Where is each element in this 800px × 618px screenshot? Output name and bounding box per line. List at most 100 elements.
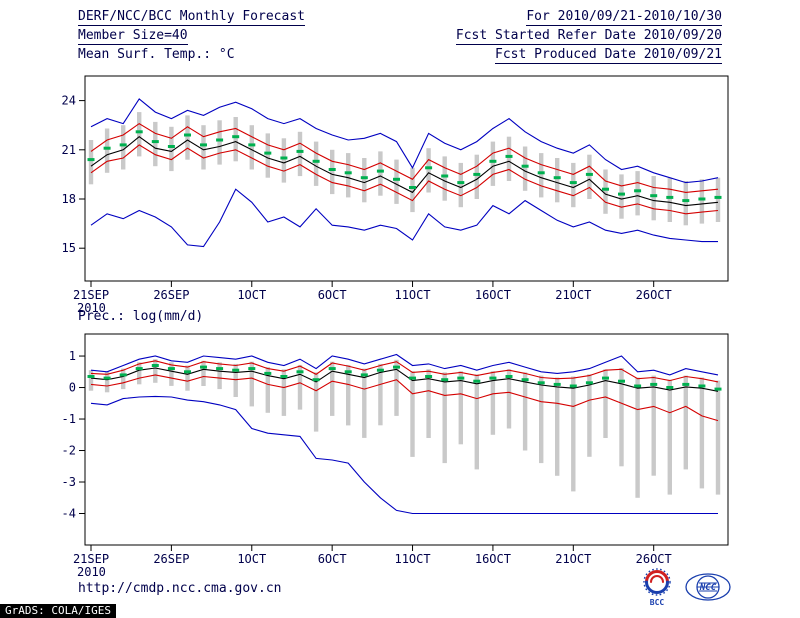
ensemble-mean-green-marker <box>521 164 529 168</box>
ensemble-spread-bar <box>185 365 190 391</box>
ensemble-spread-bar <box>539 153 544 198</box>
ensemble-mean-green-marker <box>457 181 465 185</box>
ensemble-spread-bar <box>153 359 158 383</box>
x-year-label: 2010 <box>77 301 106 314</box>
grads-credit: GrADS: COLA/IGES <box>0 604 116 618</box>
ensemble-spread-bar <box>313 141 319 186</box>
upper-red-line <box>90 122 719 193</box>
member-size-label: Member Size=40 <box>78 28 188 45</box>
ensemble-spread-bar <box>683 181 688 226</box>
ensemble-mean-green-marker <box>360 373 368 377</box>
ensemble-mean-green-marker <box>489 376 497 380</box>
ensemble-spread-bar <box>265 367 270 413</box>
ensemble-mean-green-marker <box>151 364 159 367</box>
y-tick-label: 18 <box>62 192 76 206</box>
ensemble-mean-green-marker <box>682 382 690 386</box>
ensemble-spread-bar <box>635 377 640 498</box>
ensemble-spread-bar <box>603 169 608 214</box>
ensemble-mean-green-marker <box>328 168 336 171</box>
ensemble-mean-green-marker <box>248 143 256 147</box>
x-tick-label: 26SEP <box>153 288 189 302</box>
ensemble-spread-bar <box>265 133 270 178</box>
ensemble-mean-green-marker <box>184 370 191 374</box>
x-tick-label: 21OCT <box>555 552 591 566</box>
bcc-logo: BCC <box>643 568 671 607</box>
logos: BCC NCC <box>638 567 732 607</box>
y-tick-label: 15 <box>62 241 76 255</box>
ensemble-spread-bar <box>571 376 576 492</box>
max-blue-line <box>90 353 719 376</box>
ensemble-spread-bar <box>555 158 560 203</box>
x-tick-label: 21OCT <box>555 288 591 302</box>
ensemble-spread-bar <box>715 177 721 222</box>
ensemble-spread-bar <box>346 153 351 198</box>
x-tick-label: 26OCT <box>636 552 672 566</box>
ensemble-spread-bar <box>362 158 367 203</box>
ensemble-spread-bar <box>249 125 254 170</box>
ensemble-spread-bar <box>281 138 287 183</box>
ensemble-spread-bar <box>667 379 672 495</box>
ensemble-spread-bar <box>217 362 222 390</box>
ensemble-spread-bar <box>394 159 399 204</box>
lower-red-line <box>90 144 719 215</box>
control-black-line <box>90 367 719 392</box>
ensemble-spread-bar <box>121 125 126 170</box>
ensemble-mean-green-marker <box>521 378 529 382</box>
ensemble-spread-bar <box>442 156 447 201</box>
ensemble-spread-bar <box>88 140 94 185</box>
x-tick-label: 6OCT <box>318 552 347 566</box>
ensemble-mean-green-marker <box>537 171 545 175</box>
ensemble-spread-bar <box>683 375 688 470</box>
ensemble-spread-bar <box>603 369 608 438</box>
ensemble-spread-bar <box>185 115 190 160</box>
ensemble-mean-green-marker <box>585 172 593 176</box>
y-tick-label: -4 <box>62 507 76 521</box>
ensemble-mean-green-marker <box>393 177 400 181</box>
ensemble-mean-green-marker <box>376 169 384 173</box>
ensemble-mean-green-marker <box>634 384 642 388</box>
ensemble-mean-green-marker <box>312 378 320 382</box>
ensemble-spread-bar <box>426 369 431 438</box>
ensemble-spread-bar <box>490 371 496 435</box>
ensemble-spread-bar <box>201 125 206 170</box>
ensemble-spread-bar <box>522 372 528 451</box>
ensemble-mean-green-marker <box>537 381 545 385</box>
ensemble-spread-bar <box>297 364 303 410</box>
ensemble-mean-green-marker <box>489 159 497 163</box>
ensemble-spread-bar <box>169 362 174 386</box>
y-tick-label: -3 <box>62 475 76 489</box>
ncc-logo: NCC <box>685 573 731 601</box>
ensemble-mean-green-marker <box>602 376 609 380</box>
ensemble-mean-green-marker <box>698 384 706 388</box>
ensemble-mean-green-marker <box>264 151 272 155</box>
ensemble-spread-bar <box>233 117 238 162</box>
header-right: For 2010/09/21-2010/10/30 Fcst Started R… <box>455 7 722 64</box>
ensemble-mean-green-marker <box>618 192 625 196</box>
header-left: DERF/NCC/BCC Monthly Forecast Member Siz… <box>78 7 305 64</box>
ensemble-mean-green-marker <box>296 149 304 153</box>
ncc-logo-text: NCC <box>699 583 717 593</box>
ensemble-mean-green-marker <box>119 373 127 377</box>
ensemble-mean-green-marker <box>184 133 191 137</box>
ensemble-mean-green-marker <box>328 367 336 371</box>
ensemble-mean-green-marker <box>167 367 175 371</box>
ensemble-spread-bar <box>378 363 383 426</box>
ensemble-spread-bar <box>297 131 303 177</box>
ensemble-mean-green-marker <box>714 387 722 391</box>
x-tick-label: 1OCT <box>237 552 266 566</box>
x-year-label: 2010 <box>77 565 106 578</box>
y-tick-label: 21 <box>62 143 76 157</box>
x-tick-label: 6OCT <box>318 288 347 302</box>
ensemble-spread-bar <box>410 167 415 213</box>
x-tick-label: 11OCT <box>394 552 430 566</box>
ensemble-mean-green-marker <box>650 382 658 386</box>
ensemble-spread-bar <box>104 128 110 173</box>
ensemble-spread-bar <box>619 174 624 219</box>
ensemble-spread-bar <box>619 368 624 467</box>
ensemble-spread-bar <box>88 370 94 391</box>
x-tick-label: 1OCT <box>237 288 266 302</box>
ensemble-spread-bar <box>426 148 431 193</box>
ensemble-mean-green-marker <box>344 171 352 175</box>
precipitation-chart: 1 0 -1 -2 -3 -4 21SEP 26SEP 1OCT 6OCT 11OCT 16OCT 21… <box>62 333 729 578</box>
